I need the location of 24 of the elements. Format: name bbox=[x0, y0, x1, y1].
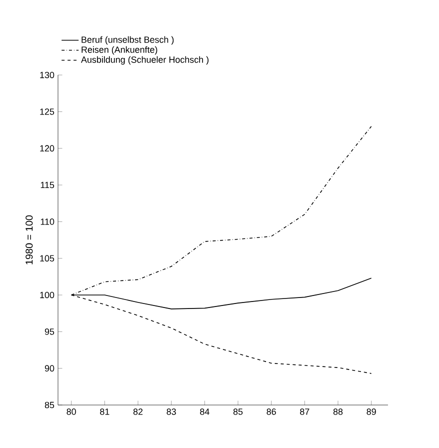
x-tick-label: 81 bbox=[100, 408, 110, 415]
x-tick-label: 87 bbox=[300, 408, 310, 415]
y-axis-title: 1980 = 100 bbox=[26, 215, 33, 264]
y-tick-label: 130 bbox=[40, 72, 54, 78]
x-tick-label: 89 bbox=[366, 408, 376, 415]
y-tick-label: 90 bbox=[44, 365, 54, 372]
x-tick-label: 88 bbox=[333, 408, 343, 415]
x-tick-label: 82 bbox=[133, 408, 143, 415]
y-tick-label: 125 bbox=[40, 108, 54, 115]
legend-label: Beruf (unselbst Besch ) bbox=[82, 36, 174, 45]
y-tick-label: 120 bbox=[40, 145, 54, 152]
x-tick-label: 85 bbox=[233, 408, 243, 415]
y-tick-label: 105 bbox=[40, 255, 54, 262]
x-tick-label: 84 bbox=[200, 408, 210, 415]
legend-label: Ausbildung (Schueler Hochsch ) bbox=[81, 56, 208, 65]
y-tick-label: 95 bbox=[44, 328, 54, 335]
x-tick-label: 83 bbox=[166, 408, 176, 415]
x-tick-label: 86 bbox=[266, 408, 276, 415]
y-tick-label: 115 bbox=[40, 182, 54, 188]
y-tick-label: 85 bbox=[44, 402, 54, 408]
x-tick-label: 80 bbox=[66, 408, 76, 415]
legend-label: Reisen (Ankuenfte) bbox=[82, 46, 158, 55]
y-tick-label: 110 bbox=[40, 218, 54, 225]
y-tick-label: 100 bbox=[40, 292, 54, 298]
